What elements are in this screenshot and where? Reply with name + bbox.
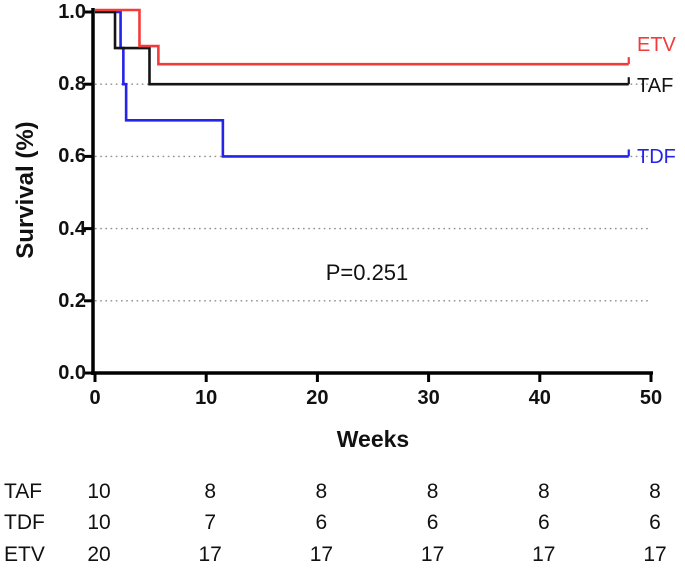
x-tick-label-10: 10: [195, 387, 218, 409]
y-tick-label-0.0: 0.0: [58, 362, 86, 384]
curve-label-etv: ETV: [637, 34, 676, 56]
x-axis-title: Weeks: [336, 426, 410, 452]
y-tick-label-0.2: 0.2: [58, 289, 86, 312]
x-tick-label-50: 50: [639, 387, 663, 409]
curve-label-tdf: TDF: [637, 146, 676, 168]
risk-value-taf-wk20: 8: [315, 480, 328, 503]
risk-value-etv-wk30: 17: [420, 543, 445, 566]
risk-value-tdf-wk10: 7: [204, 511, 217, 534]
risk-value-tdf-wk40: 6: [537, 511, 550, 534]
curve-label-taf: TAF: [637, 75, 674, 97]
risk-value-tdf-wk20: 6: [315, 511, 328, 534]
x-tick-label-20: 20: [306, 387, 329, 409]
y-tick-label-1.0: 1.0: [58, 1, 86, 23]
risk-value-taf-wk50: 8: [649, 480, 661, 503]
y-tick-label-0.4: 0.4: [58, 217, 86, 240]
risk-value-etv-wk10: 17: [198, 543, 222, 566]
risk-value-taf-wk30: 8: [426, 480, 439, 503]
risk-value-tdf-wk50: 6: [649, 511, 661, 534]
x-tick-label-40: 40: [528, 387, 551, 409]
p-value-annotation: P=0.251: [325, 260, 409, 285]
risk-value-etv-wk50: 17: [643, 543, 667, 566]
risk-value-tdf-wk30: 6: [426, 511, 439, 534]
y-tick-label-0.8: 0.8: [58, 73, 86, 96]
y-tick-label-0.6: 0.6: [58, 145, 86, 168]
survival-curve-taf: [95, 10, 629, 86]
risk-value-etv-wk20: 17: [309, 543, 334, 566]
survival-curve-tdf: [95, 10, 629, 158]
risk-value-taf-wk40: 8: [537, 480, 550, 503]
x-tick-label-0: 0: [89, 387, 101, 409]
risk-value-tdf-wk0: 10: [87, 511, 111, 534]
risk-value-taf-wk0: 10: [87, 480, 111, 503]
km-plot-canvas: [84, 8, 653, 382]
y-axis-title: Survival (%): [12, 121, 39, 259]
risk-row-label-tdf: TDF: [4, 511, 45, 534]
risk-value-etv-wk40: 17: [532, 543, 556, 566]
x-tick-label-30: 30: [417, 387, 440, 409]
risk-value-etv-wk0: 20: [87, 543, 111, 566]
survival-curve-etv: [95, 8, 629, 66]
risk-value-taf-wk10: 8: [204, 480, 217, 503]
risk-row-label-etv: ETV: [4, 543, 45, 566]
risk-row-label-taf: TAF: [4, 480, 43, 503]
